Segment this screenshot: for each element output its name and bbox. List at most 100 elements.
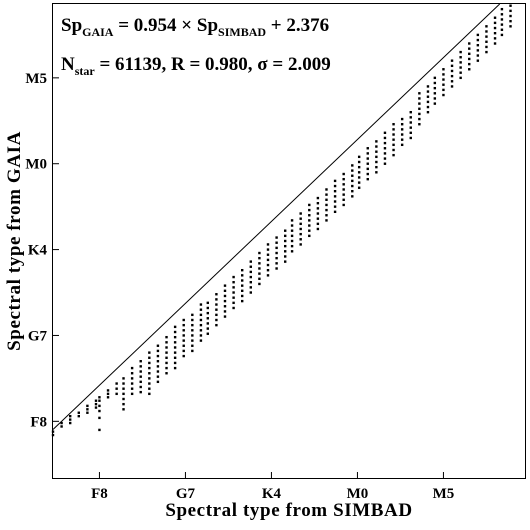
data-point [232,281,235,284]
data-point [122,382,125,385]
x-axis-ticks: F8 G7 K4 M0 M5 [91,472,454,502]
data-point [383,157,387,160]
data-point [426,100,430,104]
y-tick-label: K4 [28,243,48,259]
data-point [241,279,244,282]
data-point [182,318,185,322]
data-point [284,244,287,248]
data-point [122,402,125,406]
data-point [333,184,337,188]
data-point [342,188,345,191]
data-point [232,301,235,305]
data-point [284,255,287,258]
data-point [357,165,361,169]
data-point [366,177,369,181]
data-point [199,339,203,342]
data-point [299,243,302,246]
y-tick-label: M0 [25,157,47,173]
data-point [156,354,160,358]
data-point [316,227,320,231]
data-point [442,73,445,76]
data-point [275,267,278,270]
data-point [500,18,504,21]
data-point [351,179,354,183]
data-point [485,50,488,54]
data-point [60,425,63,428]
data-point [130,387,134,390]
data-point [468,42,471,45]
data-point [98,399,101,402]
data-point [182,349,185,353]
data-point [182,323,185,327]
data-point [223,284,227,287]
data-point [258,267,261,270]
data-point [333,200,337,203]
data-point [139,365,142,368]
data-point [94,406,98,409]
data-point [459,66,462,69]
data-point [357,155,361,159]
data-point [148,387,151,390]
data-point [357,181,361,184]
data-point [493,42,497,45]
data-point [290,219,294,222]
data-point [182,334,185,337]
data-point [426,95,430,98]
data-point [173,356,177,359]
data-point [191,323,194,327]
data-point [333,189,337,193]
data-point [333,210,337,214]
data-point [325,219,328,222]
data-point [156,365,160,368]
data-point [51,433,55,437]
data-point [241,284,244,287]
data-point [173,361,177,365]
data-point [442,88,445,92]
data-point [266,258,270,262]
data-point [69,421,72,425]
data-point [275,251,278,255]
data-point [299,212,302,215]
x-tick-label: G7 [176,486,196,502]
data-point [232,296,235,299]
data-point [122,392,125,396]
y-tick-label: F8 [30,414,47,430]
data-point [86,404,89,408]
data-point [275,256,278,260]
data-point [223,299,227,303]
data-point [375,165,378,169]
data-point [266,248,270,251]
data-point [366,152,369,155]
data-point [442,83,445,86]
data-point [450,80,454,83]
data-point [165,351,168,354]
data-point [77,411,80,414]
data-point [223,305,227,308]
data-point [476,59,480,62]
data-point [493,21,497,25]
data-point [139,375,142,378]
data-point [485,45,488,49]
data-point [173,346,177,349]
data-point [258,262,261,265]
data-point [232,275,235,279]
data-point [206,306,209,310]
data-point [468,62,471,66]
data-point [316,217,320,220]
data-point [308,214,311,217]
data-point [290,229,294,232]
data-point [69,418,72,421]
data-point [351,174,354,177]
data-point [433,92,437,95]
data-point [500,23,504,26]
data-point [115,392,118,396]
data-point [325,188,328,191]
data-point [284,239,287,243]
data-point [241,268,244,272]
data-point [266,274,270,277]
data-point [191,339,194,342]
data-point [342,198,345,201]
data-point [418,117,421,121]
data-point [60,421,63,425]
data-point [400,138,404,141]
